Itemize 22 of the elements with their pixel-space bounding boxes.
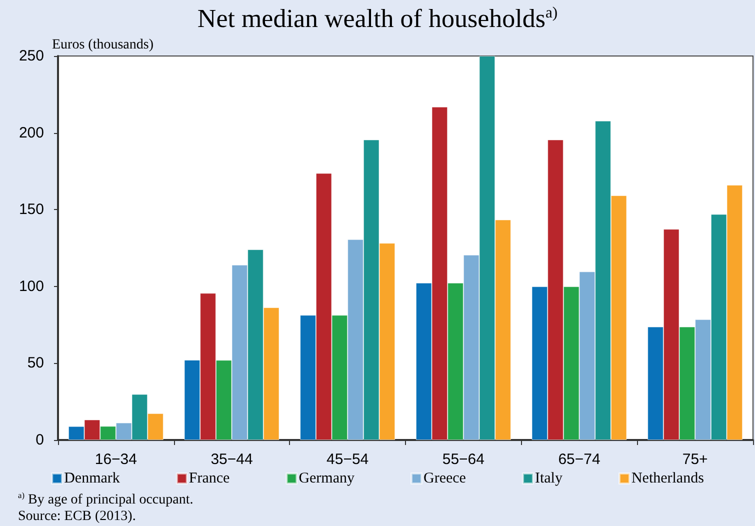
source-note: Source: ECB (2013).: [18, 508, 137, 525]
y-tick-label: 150: [18, 201, 44, 218]
legend-label: Italy: [534, 470, 563, 486]
y-tick-label: 0: [36, 432, 44, 448]
legend-label: Greece: [424, 470, 466, 486]
legend-label: Netherlands: [631, 470, 704, 486]
x-tick-label: 45−54: [326, 451, 369, 468]
chart-title: Net median wealth of households$^{a)}$: [196, 4, 559, 34]
text: $^{a)}$ By age of principal occupant.: [18, 490, 194, 509]
legend-label: Denmark: [64, 470, 120, 486]
y-tick-label: 50: [27, 354, 44, 372]
y-axis-title: Euros (thousands): [52, 38, 154, 52]
legend-label: Germany: [298, 470, 356, 486]
x-tick-label: 55−64: [442, 451, 484, 468]
x-tick-label: 16−34: [94, 451, 137, 468]
y-tick-label: 250: [18, 48, 44, 64]
y-tick-label: 200: [18, 124, 44, 142]
x-tick-label: 75+: [682, 451, 708, 468]
x-tick-label: 65−74: [558, 451, 600, 468]
legend-label: France: [188, 470, 230, 486]
y-tick-label: 100: [18, 278, 44, 295]
x-tick-label: 35−44: [210, 451, 253, 468]
